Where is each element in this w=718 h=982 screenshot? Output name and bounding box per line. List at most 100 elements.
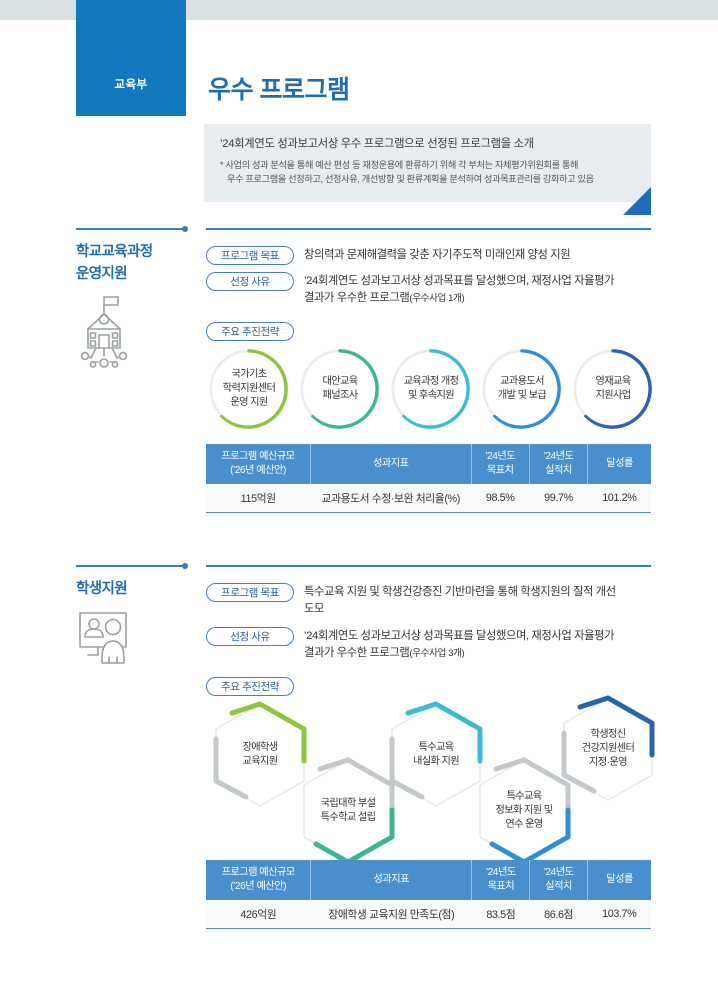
cell-kpi: 교과용도서 수정·보완 처리율(%) [310, 483, 472, 513]
table-header-row: 프로그램 예산규모 (’26년 예산안) 성과지표 ’24년도 목표치 ’24년… [206, 860, 651, 900]
strategy-hexagon: 국립대학 부설 특수학교 설립 [294, 755, 402, 867]
cell-target: 98.5% [471, 483, 530, 513]
strategy-hexagon-label: 국립대학 부설 특수학교 설립 [320, 797, 376, 823]
strategy-circle-label: 국가기초 학력지원센터 운영 지원 [222, 368, 276, 409]
intro-lead-text: ’24회계연도 성과보고서상 우수 프로그램으로 선정된 프로그램을 소개 [220, 138, 534, 150]
strategy-hexagon: 특수교육 내실화 지원 [382, 699, 490, 811]
strategy-circle-ring [391, 349, 471, 429]
strategy-hexagon-group: 장애학생 교육지원 국립대학 부설 특수학교 설립 특수교육 [206, 695, 656, 865]
section-side-title-line-1: 학생지원 [76, 581, 128, 597]
table-header-kpi: 성과지표 [310, 860, 472, 900]
section-rule-left [76, 226, 188, 232]
strategy-circle: 대안교육 패널조사 [297, 346, 383, 432]
section-rule-right [206, 228, 651, 230]
selection-reason-line-1: ’24회계연도 성과보고서상 성과목표를 달성했으며, 재정사업 자율평가 [304, 630, 615, 642]
table-header-rate: 달성률 [587, 860, 651, 900]
strategy-hexagon-shape [303, 757, 395, 865]
table-header-target: ’24년도 목표치 [470, 444, 530, 484]
intro-panel: ’24회계연도 성과보고서상 우수 프로그램으로 선정된 프로그램을 소개 * … [204, 124, 651, 215]
cell-kpi: 장애학생 교육지원 만족도(점) [310, 899, 472, 929]
strategy-hexagon-label: 학생정신 건강지원센터 지정·운영 [581, 728, 635, 769]
school-building-icon [76, 292, 160, 379]
section-side-title: 학교교육과정 운영지원 [76, 242, 201, 286]
selection-reason-line-2: 결과가 우수한 프로그램(우수사업 1개) [304, 291, 465, 304]
table-header-actual: ’24년도 실적치 [529, 860, 588, 900]
table-row: 115억원 교과용도서 수정·보완 처리율(%) 98.5% 99.7% 101… [206, 483, 651, 513]
corner-fold-accent [623, 187, 651, 215]
table-header-row: 프로그램 예산규모 (’26년 예산안) 성과지표 ’24년도 목표치 ’24년… [206, 444, 651, 484]
performance-table: 프로그램 예산규모 (’26년 예산안) 성과지표 ’24년도 목표치 ’24년… [206, 860, 651, 929]
strategy-circle: 영재교육 지원사업 [570, 346, 656, 432]
program-goal-line-1: 특수교육 지원 및 학생건강증진 기반마련을 통해 학생지원의 질적 개선 [304, 586, 616, 598]
strategy-circle-ring [209, 349, 289, 429]
strategy-circle: 국가기초 학력지원센터 운영 지원 [206, 346, 292, 432]
section-rule-right [206, 565, 651, 567]
section-side-title-line-2: 운영지원 [76, 265, 128, 282]
cell-rate: 103.7% [587, 899, 651, 929]
strategy-hexagon-shape [561, 695, 655, 801]
section-side-title: 학생지원 [76, 579, 201, 601]
strategy-row: 주요 추진전략 [206, 677, 294, 696]
strategy-circle: 교육과정 개정 및 후속지원 [388, 346, 474, 432]
section-side-title-line-1: 학교교육과정 [76, 244, 153, 260]
intro-note: * 사업의 성과 분석을 통해 예산 편성 등 재정운용에 환류하기 위해 각 … [220, 159, 635, 186]
table-header-kpi: 성과지표 [309, 444, 472, 484]
table-row: 426억원 장애학생 교육지원 만족도(점) 83.5점 86.6점 103.7… [206, 899, 651, 929]
intro-note-line-2: 우수 프로그램을 선정하고, 선정사유, 개선방향 및 환류계획을 분석하여 성… [227, 173, 594, 184]
strategy-hexagon: 학생정신 건강지원센터 지정·운영 [554, 693, 662, 805]
program-goal-row: 프로그램 목표 특수교육 지원 및 학생건강증진 기반마련을 통해 학생지원의 … [206, 583, 616, 618]
program-goal-pill: 프로그램 목표 [206, 246, 294, 265]
selection-reason-text: ’24회계연도 성과보고서상 성과목표를 달성했으며, 재정사업 자율평가 결과… [304, 627, 615, 662]
table-header-target: ’24년도 목표치 [471, 860, 530, 900]
selection-reason-text: ’24회계연도 성과보고서상 성과목표를 달성했으며, 재정사업 자율평가 결과… [304, 272, 615, 307]
strategy-circle-label: 교과용도서 개발 및 보급 [497, 375, 547, 401]
selection-reason-row: 선정 사유 ’24회계연도 성과보고서상 성과목표를 달성했으며, 재정사업 자… [206, 627, 615, 662]
cell-budget: 115억원 [206, 483, 311, 513]
strategy-circle-group: 국가기초 학력지원센터 운영 지원 대안교육 패널조사 교육과정 개정 및 후속 [206, 346, 656, 432]
strategy-hexagon-label: 특수교육 내실화 지원 [412, 741, 460, 767]
selection-reason-line-2: 결과가 우수한 프로그램(우수사업 3개) [304, 646, 465, 659]
strategy-circle-label: 영재교육 지원사업 [595, 375, 631, 401]
cell-budget: 426억원 [206, 899, 311, 929]
strategy-hexagon: 특수교육 정보화 지원 및 연수 운영 [470, 755, 578, 867]
program-goal-text: 창의력과 문제해결력을 갖춘 자기주도적 미래인재 양성 지원 [304, 249, 571, 261]
strategy-circle-ring [482, 349, 562, 429]
cell-target: 83.5점 [471, 899, 530, 929]
strategy-pill: 주요 추진전략 [206, 677, 294, 696]
strategy-hexagon: 장애학생 교육지원 [206, 699, 314, 811]
strategy-row: 주요 추진전략 [206, 322, 294, 341]
performance-table: 프로그램 예산규모 (’26년 예산안) 성과지표 ’24년도 목표치 ’24년… [206, 444, 651, 513]
strategy-hexagon-label: 특수교육 정보화 지원 및 연수 운영 [495, 790, 553, 831]
intro-note-line-1: * 사업의 성과 분석을 통해 예산 편성 등 재정운용에 환류하기 위해 각 … [220, 160, 579, 171]
strategy-hexagon-shape [213, 701, 307, 807]
selection-reason-row: 선정 사유 ’24회계연도 성과보고서상 성과목표를 달성했으며, 재정사업 자… [206, 272, 615, 307]
program-goal-line-2: 도모 [304, 602, 324, 615]
strategy-pill: 주요 추진전략 [206, 322, 294, 341]
strategy-circle-ring [300, 349, 380, 429]
selection-reason-pill: 선정 사유 [206, 272, 294, 291]
selection-reason-suffix: (우수사업 3개) [409, 647, 465, 659]
strategy-hexagon-shape [479, 757, 571, 865]
strategy-hexagon-shape [389, 701, 483, 807]
strategy-circle-ring [573, 349, 653, 429]
selection-reason-pill: 선정 사유 [206, 627, 294, 646]
ministry-badge-label: 교육부 [114, 79, 148, 91]
cell-actual: 86.6점 [529, 899, 588, 929]
selection-reason-suffix: (우수사업 1개) [409, 292, 465, 304]
strategy-circle-label: 대안교육 패널조사 [322, 375, 358, 401]
section-rule-left [76, 563, 188, 569]
program-goal-row: 프로그램 목표 창의력과 문제해결력을 갖춘 자기주도적 미래인재 양성 지원 [206, 246, 571, 265]
strategy-circle: 교과용도서 개발 및 보급 [479, 346, 565, 432]
program-goal-pill: 프로그램 목표 [206, 583, 294, 602]
page-title: 우수 프로그램 [208, 76, 350, 104]
ministry-badge: 교육부 [76, 0, 186, 116]
table-header-budget: 프로그램 예산규모 (’26년 예산안) [206, 444, 311, 484]
selection-reason-line-1: ’24회계연도 성과보고서상 성과목표를 달성했으며, 재정사업 자율평가 [304, 275, 615, 287]
table-header-actual: ’24년도 실적치 [528, 444, 588, 484]
program-goal-text: 특수교육 지원 및 학생건강증진 기반마련을 통해 학생지원의 질적 개선 도모 [304, 583, 616, 618]
table-header-rate: 달성률 [587, 444, 651, 484]
table-header-budget: 프로그램 예산규모 (’26년 예산안) [206, 860, 311, 900]
strategy-hexagon-label: 장애학생 교육지원 [242, 741, 278, 767]
cell-actual: 99.7% [529, 483, 588, 513]
strategy-circle-label: 교육과정 개정 및 후속지원 [403, 375, 459, 401]
